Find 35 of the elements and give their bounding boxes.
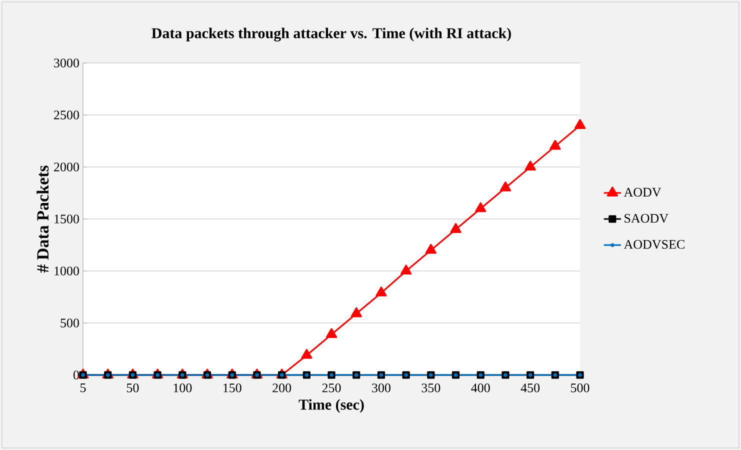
x-tick-label: 200: [272, 384, 292, 392]
point: [400, 264, 412, 275]
legend-label: AODV: [624, 188, 662, 197]
y-tick-label: 1500: [54, 214, 79, 224]
point: [425, 244, 436, 254]
x-axis-title: Time (sec): [298, 399, 364, 413]
y-tick-label: 2000: [54, 162, 79, 172]
chart-title: Data packets through attacker vs. Time (with RI attack): [152, 28, 511, 42]
x-tick-label: 150: [224, 384, 242, 392]
legend-label: AODVSEC: [624, 240, 684, 249]
point: [376, 286, 387, 296]
x-tick-label: 350: [422, 384, 440, 392]
x-tick-label: 500: [571, 384, 590, 392]
point: [475, 202, 486, 212]
x-tick-label: 400: [471, 384, 490, 392]
point: [500, 182, 512, 192]
point: [574, 119, 586, 129]
y-tick-label: 500: [60, 318, 79, 328]
point: [524, 160, 536, 171]
x-tick-label: 450: [520, 384, 540, 392]
point: [326, 328, 338, 338]
point: [301, 348, 312, 359]
x-tick-label: 5: [80, 384, 86, 392]
x-tick-label: 100: [174, 384, 192, 392]
point: [550, 140, 561, 150]
x-tick-label: 250: [322, 384, 341, 392]
y-axis-title: # Data Packets: [36, 166, 49, 273]
x-tick-label: 300: [372, 384, 390, 392]
y-tick-label: 1000: [54, 266, 79, 276]
point: [450, 223, 462, 233]
x-tick-label: 50: [126, 384, 139, 392]
y-tick-label: 2500: [54, 110, 79, 120]
y-tick-label: 3000: [54, 58, 79, 68]
legend-label: SAODV: [624, 214, 668, 223]
point: [350, 307, 362, 318]
